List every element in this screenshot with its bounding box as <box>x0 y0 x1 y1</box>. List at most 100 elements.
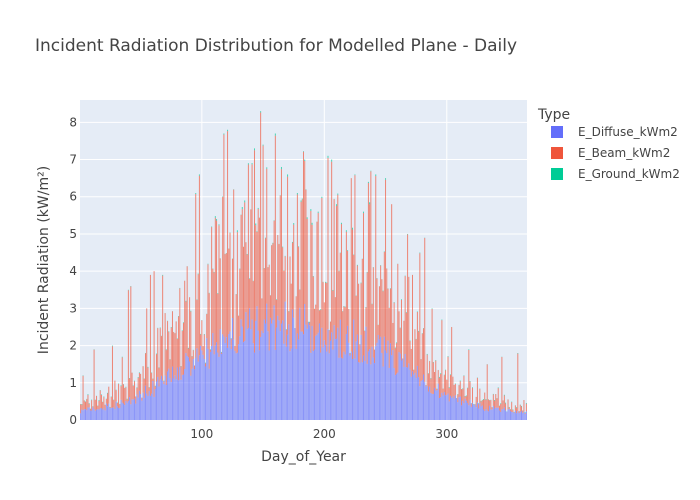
bar-diffuse[interactable] <box>207 348 209 420</box>
bar-beam[interactable] <box>189 297 191 362</box>
bar-ground[interactable] <box>247 163 249 165</box>
bar-ground[interactable] <box>440 373 442 374</box>
bar-beam[interactable] <box>244 202 246 342</box>
legend[interactable]: Type E_Diffuse_kWm2 E_Beam_kWm2 E_Ground_k… <box>537 107 680 181</box>
bar-diffuse[interactable] <box>102 409 104 420</box>
bar-beam[interactable] <box>165 350 167 386</box>
bar-diffuse[interactable] <box>208 368 210 420</box>
bar-ground[interactable] <box>419 252 421 254</box>
bar-beam[interactable] <box>121 357 123 403</box>
bar-diffuse[interactable] <box>181 374 183 420</box>
bar-beam[interactable] <box>380 265 382 337</box>
bar-beam[interactable] <box>501 356 503 410</box>
bar-ground[interactable] <box>239 268 241 270</box>
bar-ground[interactable] <box>317 211 319 213</box>
bar-ground[interactable] <box>100 394 102 395</box>
bar-ground[interactable] <box>459 380 461 382</box>
bar-beam[interactable] <box>249 278 251 309</box>
bar-beam[interactable] <box>393 302 395 369</box>
bar-diffuse[interactable] <box>460 405 462 420</box>
bar-ground[interactable] <box>293 223 295 225</box>
bar-diffuse[interactable] <box>262 333 264 420</box>
bar-diffuse[interactable] <box>323 340 325 420</box>
bar-diffuse[interactable] <box>465 400 467 420</box>
bar-beam[interactable] <box>211 227 213 346</box>
bar-diffuse[interactable] <box>500 411 502 420</box>
bar-beam[interactable] <box>257 208 259 331</box>
bar-beam[interactable] <box>355 296 357 342</box>
bar-beam[interactable] <box>413 369 415 375</box>
bar-diffuse[interactable] <box>306 328 308 420</box>
bar-diffuse[interactable] <box>105 403 107 420</box>
bar-beam[interactable] <box>476 377 478 403</box>
bar-diffuse[interactable] <box>231 318 233 420</box>
bar-diffuse[interactable] <box>257 330 259 420</box>
bar-diffuse[interactable] <box>205 366 207 420</box>
bar-beam[interactable] <box>222 196 224 335</box>
bar-diffuse[interactable] <box>284 301 286 420</box>
bar-beam[interactable] <box>299 289 301 308</box>
bar-diffuse[interactable] <box>509 410 511 420</box>
bar-ground[interactable] <box>478 403 480 404</box>
bar-beam[interactable] <box>440 373 442 398</box>
bar-diffuse[interactable] <box>157 376 159 420</box>
bar-diffuse[interactable] <box>154 388 156 420</box>
bar-ground[interactable] <box>312 276 314 277</box>
bar-diffuse[interactable] <box>142 392 144 420</box>
bar-diffuse[interactable] <box>180 379 182 420</box>
bar-diffuse[interactable] <box>340 357 342 420</box>
bar-diffuse[interactable] <box>229 331 231 420</box>
bar-diffuse[interactable] <box>359 362 361 420</box>
bar-diffuse[interactable] <box>265 323 267 420</box>
bar-diffuse[interactable] <box>469 399 471 420</box>
bar-beam[interactable] <box>426 354 428 386</box>
bar-diffuse[interactable] <box>486 410 488 420</box>
bar-beam[interactable] <box>429 361 431 387</box>
bar-diffuse[interactable] <box>293 317 295 420</box>
bar-beam[interactable] <box>296 194 298 334</box>
bar-diffuse[interactable] <box>219 329 221 420</box>
bar-diffuse[interactable] <box>165 385 167 420</box>
bar-beam[interactable] <box>491 407 493 410</box>
bar-beam[interactable] <box>389 288 391 344</box>
bar-beam[interactable] <box>508 407 510 410</box>
bar-diffuse[interactable] <box>192 358 194 420</box>
bar-beam[interactable] <box>178 316 180 381</box>
bar-beam[interactable] <box>254 150 256 353</box>
bar-beam[interactable] <box>96 395 98 410</box>
bar-ground[interactable] <box>462 388 464 390</box>
bar-beam[interactable] <box>271 245 273 324</box>
bar-beam[interactable] <box>522 410 524 413</box>
bar-beam[interactable] <box>381 279 383 353</box>
bar-diffuse[interactable] <box>288 324 290 420</box>
bar-diffuse[interactable] <box>320 352 322 420</box>
bar-beam[interactable] <box>505 403 507 411</box>
bar-beam[interactable] <box>405 312 407 368</box>
bar-beam[interactable] <box>98 400 100 410</box>
bar-diffuse[interactable] <box>508 409 510 420</box>
bar-diffuse[interactable] <box>377 334 379 420</box>
bar-ground[interactable] <box>405 312 407 313</box>
bar-ground[interactable] <box>266 167 268 169</box>
bar-diffuse[interactable] <box>195 357 197 420</box>
bar-beam[interactable] <box>195 194 197 358</box>
bar-diffuse[interactable] <box>322 347 324 420</box>
bar-diffuse[interactable] <box>298 339 300 420</box>
bar-beam[interactable] <box>468 349 470 406</box>
bar-ground[interactable] <box>115 389 117 391</box>
bar-beam[interactable] <box>266 168 268 304</box>
bar-beam[interactable] <box>469 381 471 400</box>
bar-beam[interactable] <box>374 349 376 364</box>
bar-diffuse[interactable] <box>314 349 316 420</box>
bar-beam[interactable] <box>409 341 411 370</box>
bar-beam[interactable] <box>334 297 336 340</box>
bar-beam[interactable] <box>192 350 194 359</box>
bar-diffuse[interactable] <box>159 379 161 420</box>
bar-beam[interactable] <box>523 400 525 412</box>
bar-diffuse[interactable] <box>110 407 112 420</box>
bar-diffuse[interactable] <box>184 369 186 420</box>
bar-ground[interactable] <box>280 166 282 170</box>
bar-beam[interactable] <box>141 397 143 401</box>
bar-ground[interactable] <box>88 403 90 404</box>
bar-diffuse[interactable] <box>424 381 426 420</box>
